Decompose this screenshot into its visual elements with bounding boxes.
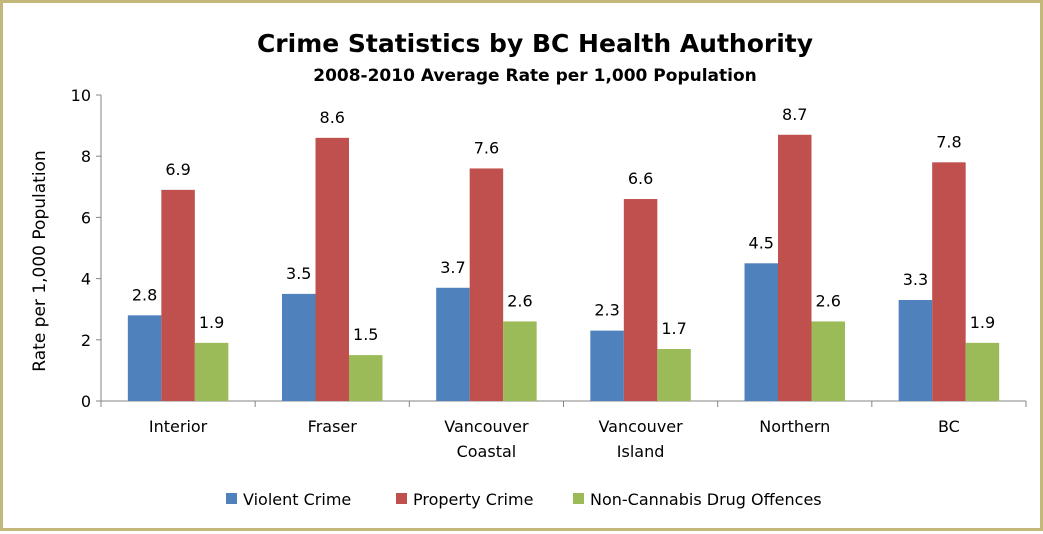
x-category-label: Coastal [457, 442, 517, 461]
y-tick-label: 2 [81, 331, 91, 350]
data-label: 1.5 [353, 325, 378, 344]
bar [349, 355, 383, 401]
data-label: 3.3 [903, 270, 928, 289]
data-label: 1.9 [199, 313, 224, 332]
legend-label: Non-Cannabis Drug Offences [590, 490, 822, 509]
bar [194, 342, 229, 401]
data-label: 8.6 [320, 108, 345, 127]
data-label: 7.8 [936, 132, 961, 151]
data-label: 7.6 [474, 138, 499, 157]
bar [161, 189, 195, 401]
data-label: 1.7 [661, 319, 686, 338]
legend-label: Property Crime [413, 490, 533, 509]
y-tick-label: 6 [81, 208, 91, 227]
plot-area: 0 2 4 6 8 10 Interior Fraser Vancouver Coastal Van… [71, 86, 1027, 461]
x-category-label: Vancouver [598, 417, 683, 436]
bar [811, 321, 845, 401]
legend-swatch [226, 493, 237, 504]
bar [898, 300, 933, 401]
data-label: 4.5 [749, 233, 774, 252]
bar [623, 199, 658, 401]
data-label: 2.8 [132, 285, 157, 304]
legend-swatch [573, 493, 584, 504]
bar [282, 293, 316, 401]
data-label: 3.5 [286, 264, 311, 283]
y-tick-label: 4 [81, 270, 91, 289]
chart-subtitle: 2008-2010 Average Rate per 1,000 Populat… [313, 66, 757, 86]
y-tick-label: 0 [81, 392, 91, 411]
chart-title: Crime Statistics by BC Health Authority [257, 29, 813, 58]
bar [469, 168, 504, 401]
x-category-label: Vancouver [444, 417, 529, 436]
bar [657, 348, 691, 401]
data-label: 2.3 [594, 301, 619, 320]
bar [778, 134, 812, 401]
bar [127, 315, 162, 401]
bar [315, 137, 349, 401]
bar [590, 330, 624, 401]
bar [932, 162, 966, 401]
x-category-label: Fraser [308, 417, 358, 436]
x-category-label: BC [938, 417, 960, 436]
x-category-label: Northern [759, 417, 830, 436]
data-label: 6.9 [165, 160, 190, 179]
data-label: 3.7 [440, 258, 465, 277]
data-label: 6.6 [628, 169, 653, 188]
y-tick-label: 10 [71, 86, 91, 105]
y-axis-label: Rate per 1,000 Population [30, 150, 50, 371]
x-category-label: Island [617, 442, 665, 461]
bar [744, 263, 778, 401]
bar [436, 287, 470, 401]
legend-swatch [396, 493, 407, 504]
data-label: 1.9 [970, 313, 995, 332]
data-label: 8.7 [782, 105, 807, 124]
legend: Violent Crime Property Crime Non-Cannabis … [226, 490, 822, 509]
x-category-label: Interior [149, 417, 208, 436]
bar-chart: Crime Statistics by BC Health Authority … [30, 29, 1027, 509]
data-label: 2.6 [816, 291, 841, 310]
legend-label: Violent Crime [243, 490, 351, 509]
bar [503, 321, 537, 401]
bar [965, 342, 1000, 401]
y-tick-label: 8 [81, 147, 91, 166]
data-label: 2.6 [507, 291, 532, 310]
